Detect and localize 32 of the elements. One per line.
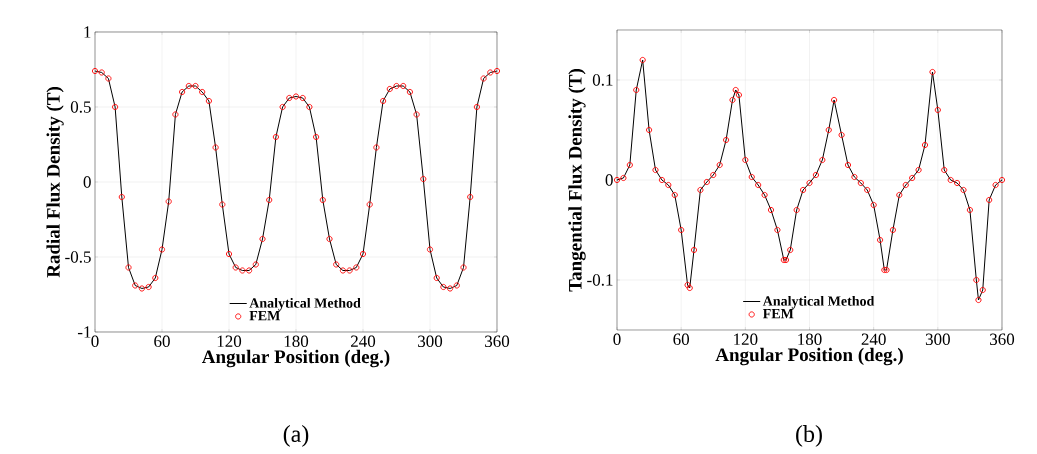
x-tick-label: 300 [925,333,950,345]
x-tick-label: 0 [91,335,99,347]
x-axis-title: Angular Position (deg.) [201,349,390,368]
x-tick-label: 360 [990,333,1015,345]
y-tick-label: -0.5 [65,251,91,263]
legend-label: Analytical Method [249,297,361,311]
legend-label: FEM [249,311,280,321]
y-tick-label: 0.1 [592,74,613,86]
y-tick-label: -0.1 [587,274,613,286]
y-axis-title: Radial Flux Density (T) [46,87,64,278]
y-tick-label: 1 [84,26,91,38]
x-tick-label: 120 [217,335,242,347]
y-tick-label: 0.5 [70,101,91,113]
y-tick-label: 0 [83,176,91,188]
legend-label: FEM [762,309,794,319]
y-tick-label: 0 [605,174,613,186]
y-tick-label: -1 [77,326,91,338]
x-tick-label: 180 [798,333,822,345]
x-tick-label: 240 [351,335,376,347]
x-tick-label: 360 [485,335,510,347]
x-tick-label: 240 [861,333,886,345]
x-tick-label: 0 [613,333,621,345]
x-tick-label: 180 [284,335,309,347]
x-tick-label: 300 [418,335,443,347]
y-axis-title: Tangential Flux Density (T) [568,69,586,292]
text: (a) [283,425,309,447]
x-axis-title: Angular Position (deg.) [715,347,903,366]
x-tick-label: 60 [673,333,690,345]
x-tick-label: 120 [734,333,758,345]
legend-label: Analytical Method [762,295,875,309]
text: (b) [796,425,822,447]
x-tick-label: 60 [154,335,170,347]
